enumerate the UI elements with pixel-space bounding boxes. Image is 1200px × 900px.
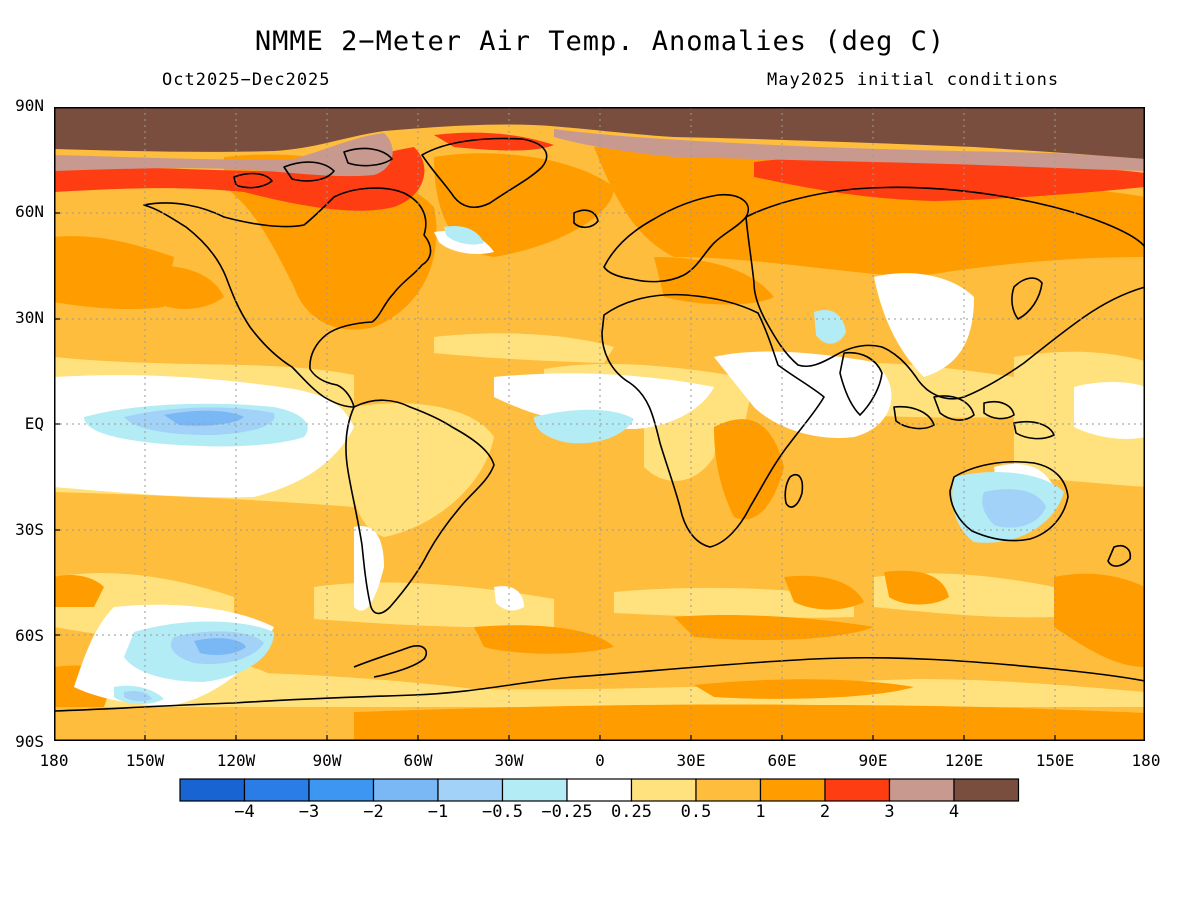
legend-swatch [566,778,633,802]
legend-label: −3 [298,802,320,822]
legend-swatch [824,778,891,802]
lon-label-30w: 30W [494,751,524,770]
map-title: NMME 2−Meter Air Temp. Anomalies (deg C) [254,26,946,57]
lon-label-180w: 180 [39,751,69,770]
anomaly-very-hot-regions [54,129,1145,177]
lon-label-60e: 60E [767,751,797,770]
lon-label-150w: 150W [125,751,165,770]
lat-label-90n: 90N [15,96,44,115]
legend-label: 0.5 [680,802,712,822]
lat-label-60n: 60N [15,202,44,221]
legend-label: −2 [363,802,384,822]
lat-label-90s: 90S [15,732,44,751]
lon-label-90w: 90W [312,751,342,770]
color-legend [179,778,1020,802]
legend-label: −0.5 [482,802,523,822]
legend-swatch [953,778,1020,802]
lon-label-60w: 60W [403,751,433,770]
lon-label-120e: 120E [944,751,984,770]
anomaly-warm-regions [54,143,1145,741]
legend-label: 0.25 [611,802,652,822]
map-gridlines [54,107,1145,741]
legend-swatch [308,778,375,802]
lon-label-30e: 30E [676,751,706,770]
legend-swatch [372,778,439,802]
legend-swatch [179,778,246,802]
legend-label: 1 [755,802,766,822]
legend-swatch [888,778,955,802]
lon-label-90e: 90E [858,751,888,770]
legend-swatch [243,778,310,802]
lon-label-150e: 150E [1035,751,1075,770]
legend-swatch [759,778,826,802]
legend-swatch [501,778,568,802]
legend-label: 4 [948,802,960,822]
lon-label-120w: 120W [216,751,256,770]
anomaly-map [54,107,1145,741]
anomaly-cold-regions [164,410,246,655]
lon-label-0: 0 [595,751,605,770]
lon-label-180e: 180 [1131,751,1161,770]
legend-label: −1 [427,802,449,822]
lat-label-30s: 30S [15,520,44,539]
lat-label-60s: 60S [15,626,44,645]
legend-label: 3 [884,802,895,822]
legend-label: −4 [234,802,255,822]
legend-swatch [630,778,697,802]
lat-label-30n: 30N [15,308,44,327]
lat-label-eq: EQ [24,414,44,433]
legend-swatch [437,778,504,802]
forecast-period: Oct2025−Dec2025 [162,70,331,90]
legend-label: 2 [819,802,831,822]
legend-label: −0.25 [541,802,593,822]
initial-conditions: May2025 initial conditions [767,70,1060,90]
legend-swatch [695,778,762,802]
axis-ticks [54,107,1056,741]
